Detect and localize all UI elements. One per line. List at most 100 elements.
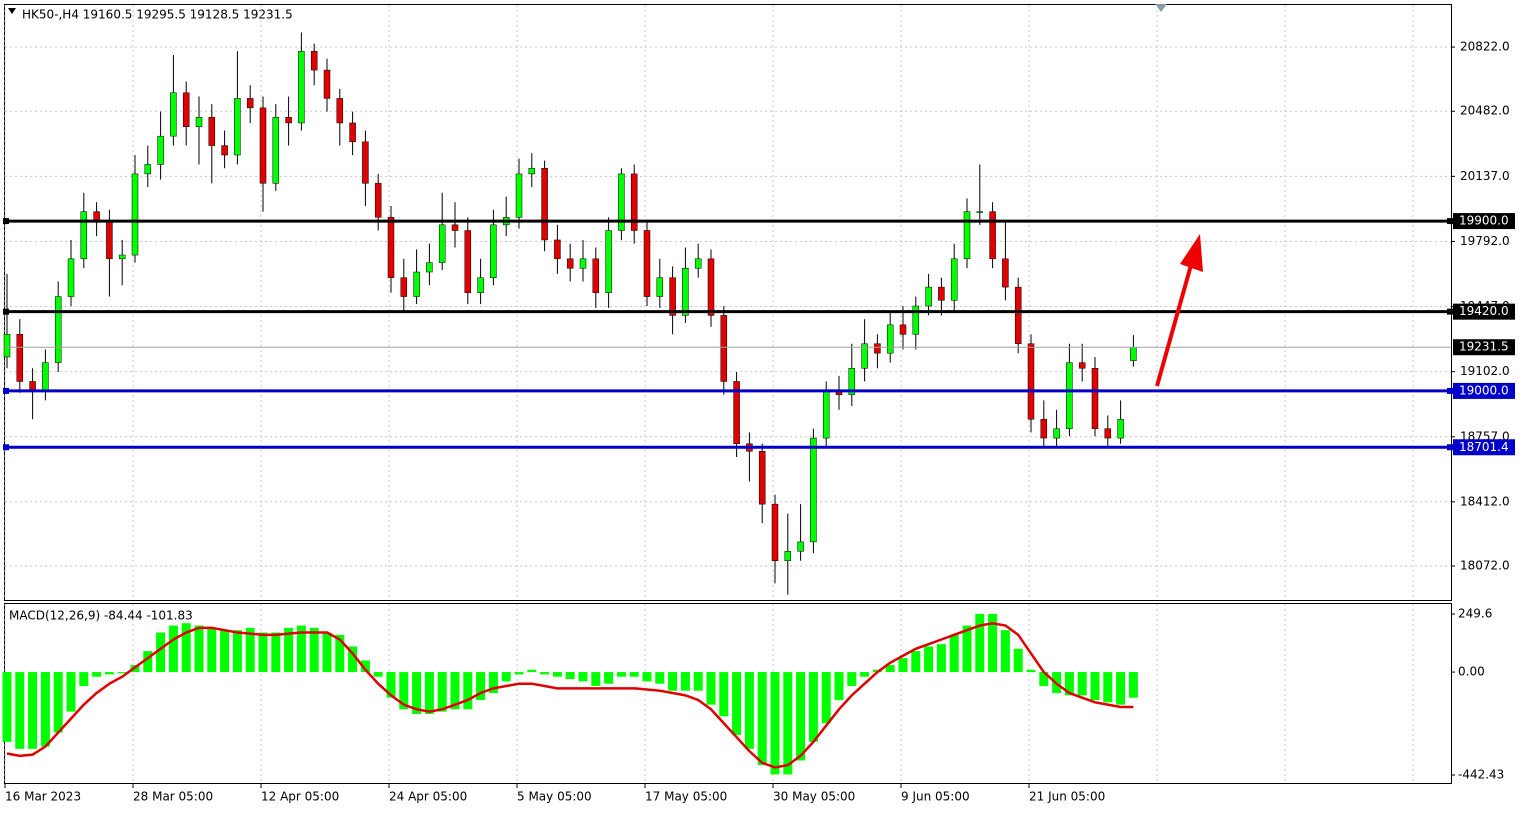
macd-bar (668, 672, 678, 691)
macd-bar (578, 672, 588, 682)
candle-body (1104, 428, 1112, 439)
x-tick-label: 17 May 05:00 (645, 790, 727, 804)
level-anchor (1447, 387, 1453, 394)
candle-body (400, 277, 408, 297)
macd-bar (309, 627, 319, 673)
candle-body (477, 277, 484, 294)
macd-bar (117, 672, 127, 674)
macd-bar (28, 672, 38, 749)
macd-bar (642, 672, 652, 682)
x-tick-label: 21 Jun 05:00 (1029, 790, 1105, 804)
candle-body (54, 296, 62, 363)
candle-body (387, 217, 395, 278)
candle-body (451, 224, 459, 231)
macd-bar (744, 672, 754, 749)
macd-bar (706, 672, 716, 705)
candle-body (323, 69, 331, 99)
candle-body (592, 258, 600, 294)
candle-body (950, 258, 958, 301)
macd-bar (1116, 672, 1126, 705)
candle-body (579, 258, 587, 269)
macd-bar (949, 634, 959, 673)
macd-bar (616, 672, 626, 677)
candle-body (720, 315, 728, 382)
level-label-box (1453, 382, 1515, 399)
macd-bar (348, 646, 358, 673)
macd-bar (552, 672, 562, 677)
candle-body (694, 258, 702, 269)
candle-body (259, 107, 267, 184)
candle-body (541, 167, 548, 241)
macd-bar (975, 613, 985, 673)
macd-bar (783, 672, 793, 775)
macd-bar (770, 672, 780, 775)
candle-body (618, 173, 625, 231)
level-label: 18701.4 (1459, 440, 1509, 454)
candle-body (1130, 346, 1137, 361)
candle-body (208, 117, 216, 146)
candle-body (310, 50, 318, 71)
macd-bar (1103, 672, 1113, 703)
x-tick-label: 30 May 05:00 (773, 790, 855, 804)
candle-body (1027, 343, 1035, 420)
macd-bar (1064, 672, 1074, 696)
macd-bar (296, 625, 306, 673)
candle-body (246, 98, 254, 109)
candle-body (886, 324, 894, 354)
macd-bar (540, 672, 550, 675)
macd-bar (732, 672, 742, 735)
x-tick-label: 9 Jun 05:00 (901, 790, 970, 804)
menu-arrow (8, 8, 16, 14)
macd-bar (834, 672, 844, 700)
level-label: 19900.0 (1459, 214, 1509, 228)
candle-body (1078, 362, 1086, 369)
candle-body (1014, 286, 1022, 344)
macd-bar (143, 651, 153, 673)
macd-bar (1128, 672, 1138, 698)
candle-body (438, 224, 446, 263)
y-tick-label: 20822.0 (1460, 40, 1510, 54)
macd-bar (156, 632, 166, 673)
level-label-box (1453, 303, 1515, 320)
macd-bar (207, 627, 217, 673)
candle-body (1002, 258, 1009, 288)
candle-body (976, 211, 984, 213)
candle-body (195, 117, 203, 127)
level-anchor (1447, 218, 1453, 225)
macd-bar (808, 672, 818, 742)
macd-bar (680, 672, 690, 691)
macd-bar (335, 634, 345, 673)
candle-body (848, 368, 856, 395)
macd-bar (514, 672, 524, 675)
y-tick-label: -442.43 (1458, 768, 1504, 782)
macd-bar (194, 625, 204, 673)
level-anchor (3, 387, 9, 394)
level-label-box (1453, 213, 1515, 230)
macd-bar (1039, 672, 1049, 687)
macd-bar (898, 658, 908, 673)
macd-bar (360, 660, 370, 673)
candle-body (810, 437, 817, 543)
level-anchor (3, 308, 9, 315)
candle-body (1040, 418, 1048, 439)
candle-body (1117, 418, 1124, 439)
candle-body (157, 135, 164, 165)
macd-bar (437, 672, 447, 712)
candle-body (912, 305, 920, 335)
macd-bar (604, 672, 614, 684)
macd-bar (412, 672, 422, 714)
level-anchor (3, 218, 9, 225)
x-tick-label: 24 Apr 05:00 (389, 790, 467, 804)
candle-body (131, 173, 139, 256)
macd-bar (1013, 648, 1023, 673)
candle-body (682, 267, 689, 316)
macd-bar (450, 672, 460, 710)
macd-bar (463, 672, 473, 710)
arrow-head (1180, 234, 1203, 272)
y-tick-label: 19102.0 (1460, 364, 1510, 378)
macd-bar (962, 625, 972, 673)
candle-body (272, 117, 280, 184)
level-anchor (3, 444, 9, 451)
y-tick-label: 249.6 (1458, 607, 1492, 621)
